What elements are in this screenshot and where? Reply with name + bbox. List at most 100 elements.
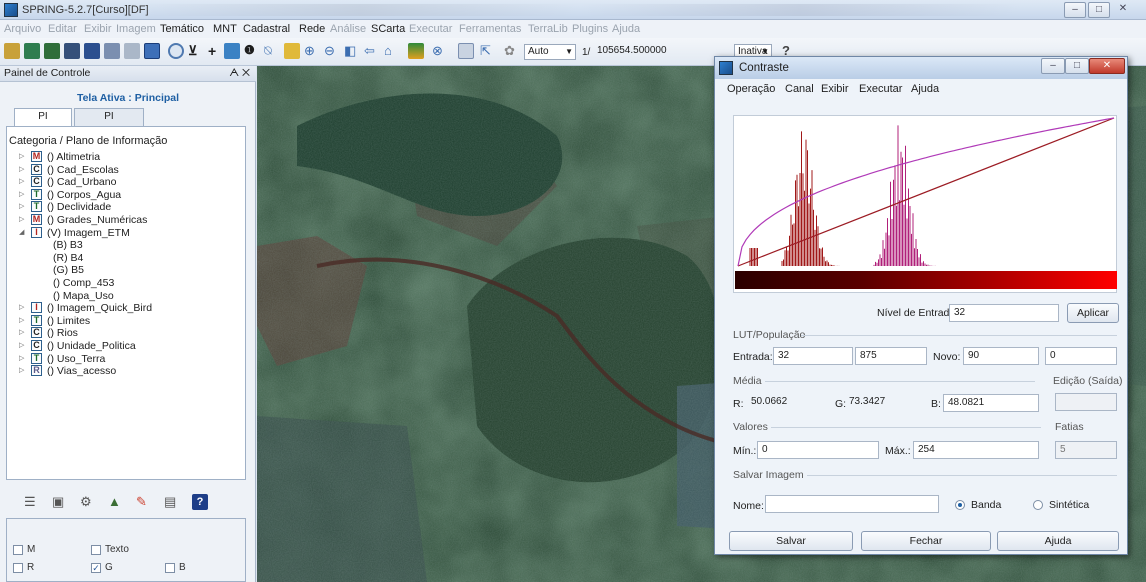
dialog-menu-exibir[interactable]: Exibir	[821, 83, 849, 95]
ajuda-button[interactable]: Ajuda	[997, 531, 1119, 551]
expand-arrow-icon[interactable]: ▷	[19, 354, 25, 362]
novo-input[interactable]: 90	[963, 347, 1039, 365]
dialog-menu-ajuda[interactable]: Ajuda	[911, 83, 940, 95]
back-icon[interactable]: ⇦	[364, 43, 375, 58]
edit-icon[interactable]	[84, 43, 100, 59]
edicao-input[interactable]	[1055, 393, 1117, 411]
dialog-close-button[interactable]: ✕	[1089, 58, 1125, 74]
expand-arrow-icon[interactable]: ▷	[19, 165, 25, 173]
nivel-input[interactable]: 32	[949, 304, 1059, 322]
list-icon[interactable]: ☰	[24, 494, 36, 509]
fechar-button[interactable]: Fechar	[861, 531, 991, 551]
zoom-icon[interactable]	[168, 43, 184, 59]
chart-icon[interactable]: ▲	[108, 494, 121, 509]
collapse-arrow-icon[interactable]: ◢	[19, 228, 25, 236]
expand-arrow-icon[interactable]: ▷	[19, 153, 25, 160]
menu-executar[interactable]: Executar	[409, 23, 453, 35]
menu-ferramentas[interactable]: Ferramentas	[459, 23, 522, 35]
expand-arrow-icon[interactable]: ▷	[19, 304, 25, 312]
check-r[interactable]	[13, 563, 23, 573]
expand-arrow-icon[interactable]: ▷	[19, 178, 25, 186]
pen-icon[interactable]	[284, 43, 300, 59]
color-icon[interactable]	[408, 43, 424, 59]
pencil-icon[interactable]: ✎	[136, 494, 147, 509]
window-icon[interactable]	[104, 43, 120, 59]
menu-exibir[interactable]: Exibir	[84, 23, 112, 35]
fatias-input[interactable]: 5	[1055, 441, 1117, 459]
dialog-minimize-button[interactable]: –	[1041, 58, 1065, 74]
menu-rede[interactable]: Rede	[299, 23, 326, 35]
expand-arrow-icon[interactable]: ▷	[19, 367, 25, 375]
maximize-button[interactable]: □	[1088, 2, 1110, 18]
banda-radio[interactable]	[955, 500, 965, 510]
menu-analise[interactable]: Análise	[330, 23, 367, 35]
help-icon[interactable]: ?	[192, 494, 208, 510]
zoom-select-icon[interactable]: ⊗	[432, 43, 443, 58]
tree-category-label: () Grades_Numéricas	[47, 214, 148, 226]
tab-pi-disponiveis[interactable]: PI Disponíveis	[14, 108, 72, 138]
dialog-menu-executar[interactable]: Executar	[859, 83, 903, 95]
table-view-icon[interactable]: ▤	[164, 494, 177, 509]
expand-arrow-icon[interactable]: ▷	[19, 203, 25, 211]
properties-icon[interactable]: ▣	[52, 494, 65, 509]
add-icon[interactable]: +	[208, 43, 217, 59]
minimize-button[interactable]: –	[1064, 2, 1086, 18]
aplicar-button[interactable]: Aplicar	[1067, 303, 1119, 323]
scale-field[interactable]: 105654.500000	[597, 45, 667, 56]
menu-arquivo[interactable]: Arquivo	[4, 23, 42, 35]
cursor-icon[interactable]: ⊻	[188, 43, 198, 58]
project-icon[interactable]	[24, 43, 40, 59]
check-texto[interactable]	[91, 545, 101, 555]
min-input[interactable]: 0	[757, 441, 879, 459]
menu-editar[interactable]: Editar	[48, 23, 77, 35]
dialog-maximize-button[interactable]: □	[1065, 58, 1089, 74]
settings-icon[interactable]: ⚙	[80, 494, 92, 509]
menu-scarta[interactable]: SCarta	[371, 23, 406, 35]
expand-arrow-icon[interactable]: ▷	[19, 190, 25, 198]
dialog-title: Contraste	[739, 62, 789, 74]
close-button[interactable]: ✕	[1118, 3, 1128, 14]
pointer-icon[interactable]: ⍉	[264, 43, 272, 58]
cursor-plus-icon[interactable]: ⇱	[480, 43, 491, 58]
menu-tematico[interactable]: Temático	[160, 23, 205, 35]
menu-terralib[interactable]: TerraLib	[528, 23, 568, 35]
novo-value-input[interactable]: 0	[1045, 347, 1117, 365]
draw-icon[interactable]	[144, 43, 160, 59]
menu-cadastral[interactable]: Cadastral	[243, 23, 291, 35]
check-g[interactable]: ✓	[91, 563, 101, 573]
layer-icon[interactable]	[44, 43, 60, 59]
check-b[interactable]	[165, 563, 175, 573]
home-icon[interactable]: ⌂	[384, 43, 392, 58]
tool-icon[interactable]	[124, 43, 140, 59]
dialog-menu-canal[interactable]: Canal	[785, 83, 814, 95]
populacao-input[interactable]: 875	[855, 347, 927, 365]
zoom-area-icon[interactable]: ◧	[344, 43, 357, 58]
table-icon[interactable]	[458, 43, 474, 59]
menu-imagem[interactable]: Imagem	[116, 23, 156, 35]
salvar-button[interactable]: Salvar	[729, 531, 853, 551]
info-icon[interactable]: ❶	[244, 43, 255, 57]
expand-arrow-icon[interactable]: ▷	[19, 316, 25, 324]
database-icon[interactable]	[4, 43, 20, 59]
max-input[interactable]: 254	[913, 441, 1039, 459]
expand-arrow-icon[interactable]: ▷	[19, 342, 25, 349]
zoom-in-icon[interactable]: ⊕	[304, 43, 315, 58]
mode-select[interactable]: Auto ▼	[524, 44, 576, 60]
panel-close-icon[interactable]: ᗅ ✕	[229, 67, 250, 79]
nome-input[interactable]	[765, 495, 939, 513]
entrada-input[interactable]: 32	[773, 347, 853, 365]
zoom-out-icon[interactable]: ⊖	[324, 43, 335, 58]
sintetica-radio[interactable]	[1033, 500, 1043, 510]
menu-ajuda[interactable]: Ajuda	[612, 23, 641, 35]
expand-arrow-icon[interactable]: ▷	[19, 329, 25, 337]
grid-icon[interactable]	[64, 43, 80, 59]
menu-plugins[interactable]: Plugins	[572, 23, 609, 35]
help-icon[interactable]: ?	[782, 43, 790, 58]
check-m[interactable]	[13, 545, 23, 555]
menu-mnt[interactable]: MNT	[213, 23, 237, 35]
pan-icon[interactable]	[224, 43, 240, 59]
tab-pi-selecionados[interactable]: PI Selecionados	[74, 108, 144, 138]
palette-icon[interactable]: ✿	[504, 43, 515, 58]
dialog-menu-operacao[interactable]: Operação	[727, 83, 776, 95]
expand-arrow-icon[interactable]: ▷	[19, 216, 25, 223]
